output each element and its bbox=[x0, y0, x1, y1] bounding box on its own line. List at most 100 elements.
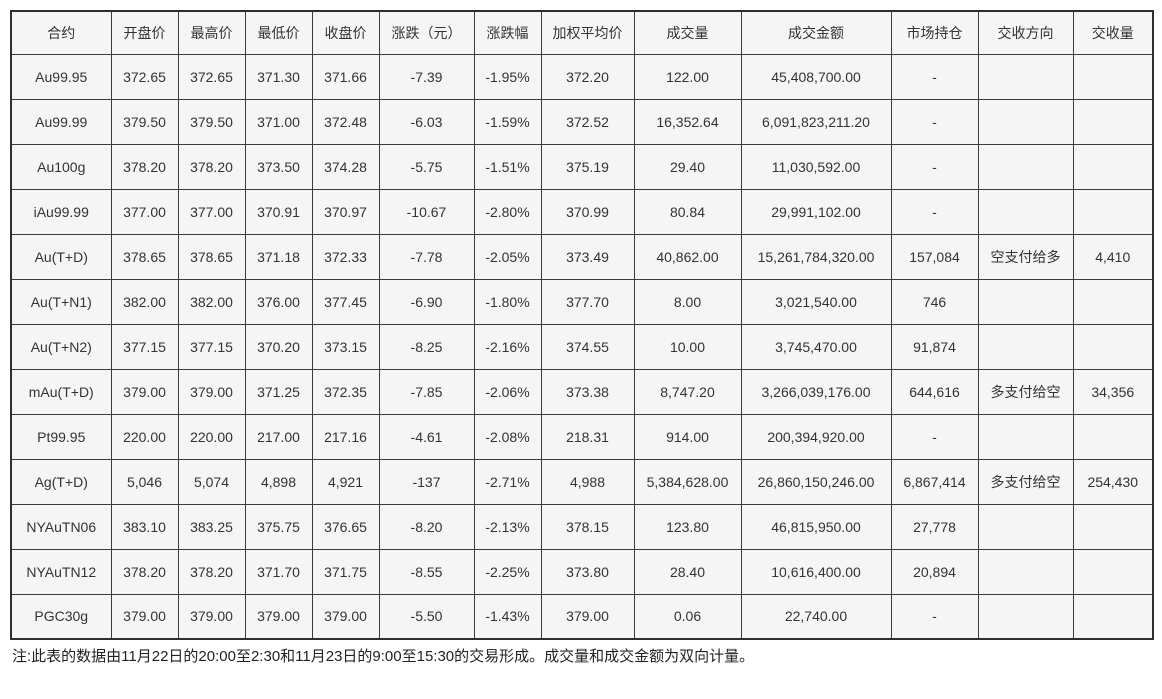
cell: 空支付给多 bbox=[977, 233, 1074, 280]
cell bbox=[1072, 278, 1154, 325]
cell bbox=[1072, 503, 1154, 550]
cell bbox=[977, 188, 1074, 235]
table-row: Au99.99 379.50 379.50 371.00 372.48 -6.03 -1.5… bbox=[10, 98, 1154, 145]
table-row: Pt99.95 220.00 220.00 217.00 217.16 -4.61 -2.0… bbox=[10, 413, 1154, 460]
cell: 5,046 bbox=[110, 458, 179, 505]
cell: 218.31 bbox=[540, 413, 635, 460]
cell: 20,894 bbox=[890, 548, 979, 595]
cell: 5,074 bbox=[177, 458, 246, 505]
cell: 914.00 bbox=[633, 413, 742, 460]
cell: -5.75 bbox=[378, 143, 475, 190]
cell: 372.65 bbox=[177, 53, 246, 100]
cell bbox=[1072, 413, 1154, 460]
cell: 11,030,592.00 bbox=[740, 143, 892, 190]
col-header: 交收方向 bbox=[977, 10, 1074, 55]
cell: 371.75 bbox=[311, 548, 380, 595]
cell bbox=[977, 548, 1074, 595]
cell: 122.00 bbox=[633, 53, 742, 100]
cell: -6.90 bbox=[378, 278, 475, 325]
col-header: 成交金额 bbox=[740, 10, 892, 55]
cell: 378.65 bbox=[110, 233, 179, 280]
col-header: 开盘价 bbox=[110, 10, 179, 55]
cell: 378.20 bbox=[110, 143, 179, 190]
cell: 5,384,628.00 bbox=[633, 458, 742, 505]
cell: 644,616 bbox=[890, 368, 979, 415]
cell: 217.00 bbox=[244, 413, 313, 460]
cell: 372.48 bbox=[311, 98, 380, 145]
cell: -7.39 bbox=[378, 53, 475, 100]
cell: 4,988 bbox=[540, 458, 635, 505]
col-header: 合约 bbox=[10, 10, 112, 55]
cell: -6.03 bbox=[378, 98, 475, 145]
cell: 379.00 bbox=[177, 368, 246, 415]
cell: 10,616,400.00 bbox=[740, 548, 892, 595]
cell: 376.00 bbox=[244, 278, 313, 325]
cell: 3,745,470.00 bbox=[740, 323, 892, 370]
cell: 370.20 bbox=[244, 323, 313, 370]
contract-cell: Au(T+D) bbox=[10, 233, 112, 280]
cell: - bbox=[890, 98, 979, 145]
cell bbox=[1072, 143, 1154, 190]
cell: 379.50 bbox=[177, 98, 246, 145]
cell bbox=[1072, 98, 1154, 145]
table-row: NYAuTN06 383.10 383.25 375.75 376.65 -8.20 -2.… bbox=[10, 503, 1154, 550]
cell: - bbox=[890, 188, 979, 235]
col-header: 交收量 bbox=[1072, 10, 1154, 55]
cell: 379.50 bbox=[110, 98, 179, 145]
table-row: iAu99.99 377.00 377.00 370.91 370.97 -10.67 -2… bbox=[10, 188, 1154, 235]
cell: - bbox=[890, 413, 979, 460]
col-header: 最高价 bbox=[177, 10, 246, 55]
cell: 378.20 bbox=[177, 143, 246, 190]
cell: 374.55 bbox=[540, 323, 635, 370]
cell: 29,991,102.00 bbox=[740, 188, 892, 235]
table-row: mAu(T+D) 379.00 379.00 371.25 372.35 -7.85 -2.… bbox=[10, 368, 1154, 415]
cell: 27,778 bbox=[890, 503, 979, 550]
table-row: Au(T+N1) 382.00 382.00 376.00 377.45 -6.90 -1.… bbox=[10, 278, 1154, 325]
cell: -8.55 bbox=[378, 548, 475, 595]
cell bbox=[1072, 593, 1154, 640]
header-row: 合约 开盘价 最高价 最低价 收盘价 涨跌（元） 涨跌幅 加权平均价 成交量 成交金额 市场持仓 交收… bbox=[10, 10, 1154, 55]
cell: 371.00 bbox=[244, 98, 313, 145]
cell: -1.43% bbox=[473, 593, 542, 640]
col-header: 收盘价 bbox=[311, 10, 380, 55]
cell bbox=[977, 503, 1074, 550]
cell: 373.50 bbox=[244, 143, 313, 190]
cell: 4,898 bbox=[244, 458, 313, 505]
cell: 746 bbox=[890, 278, 979, 325]
cell: -4.61 bbox=[378, 413, 475, 460]
cell: 379.00 bbox=[244, 593, 313, 640]
table-row: Ag(T+D) 5,046 5,074 4,898 4,921 -137 -2.71% 4,9… bbox=[10, 458, 1154, 505]
cell: 378.20 bbox=[177, 548, 246, 595]
cell: 80.84 bbox=[633, 188, 742, 235]
contract-cell: Au99.95 bbox=[10, 53, 112, 100]
table-row: PGC30g 379.00 379.00 379.00 379.00 -5.50 -1.43… bbox=[10, 593, 1154, 640]
cell bbox=[1072, 188, 1154, 235]
cell: 377.70 bbox=[540, 278, 635, 325]
table-body: Au99.95 372.65 372.65 371.30 371.66 -7.39 -1.9… bbox=[10, 53, 1154, 640]
cell: 377.15 bbox=[177, 323, 246, 370]
cell: -137 bbox=[378, 458, 475, 505]
cell bbox=[1072, 548, 1154, 595]
contract-cell: Pt99.95 bbox=[10, 413, 112, 460]
cell: -7.78 bbox=[378, 233, 475, 280]
cell bbox=[977, 53, 1074, 100]
contract-cell: Au(T+N2) bbox=[10, 323, 112, 370]
col-header: 成交量 bbox=[633, 10, 742, 55]
table-header: 合约 开盘价 最高价 最低价 收盘价 涨跌（元） 涨跌幅 加权平均价 成交量 成交金额 市场持仓 交收… bbox=[10, 10, 1154, 55]
cell: 377.45 bbox=[311, 278, 380, 325]
cell: 372.35 bbox=[311, 368, 380, 415]
cell: 220.00 bbox=[177, 413, 246, 460]
cell: -2.06% bbox=[473, 368, 542, 415]
table-row: Au(T+N2) 377.15 377.15 370.20 373.15 -8.25 -2.… bbox=[10, 323, 1154, 370]
cell: 379.00 bbox=[110, 593, 179, 640]
cell: 40,862.00 bbox=[633, 233, 742, 280]
contract-cell: Au(T+N1) bbox=[10, 278, 112, 325]
cell: -8.25 bbox=[378, 323, 475, 370]
cell: 8.00 bbox=[633, 278, 742, 325]
footnote: 注:此表的数据由11月22日的20:00至2:30和11月23日的9:00至15… bbox=[12, 648, 755, 665]
cell: 371.66 bbox=[311, 53, 380, 100]
cell: 378.15 bbox=[540, 503, 635, 550]
cell bbox=[977, 143, 1074, 190]
cell: 多支付给空 bbox=[977, 368, 1074, 415]
cell: 379.00 bbox=[540, 593, 635, 640]
